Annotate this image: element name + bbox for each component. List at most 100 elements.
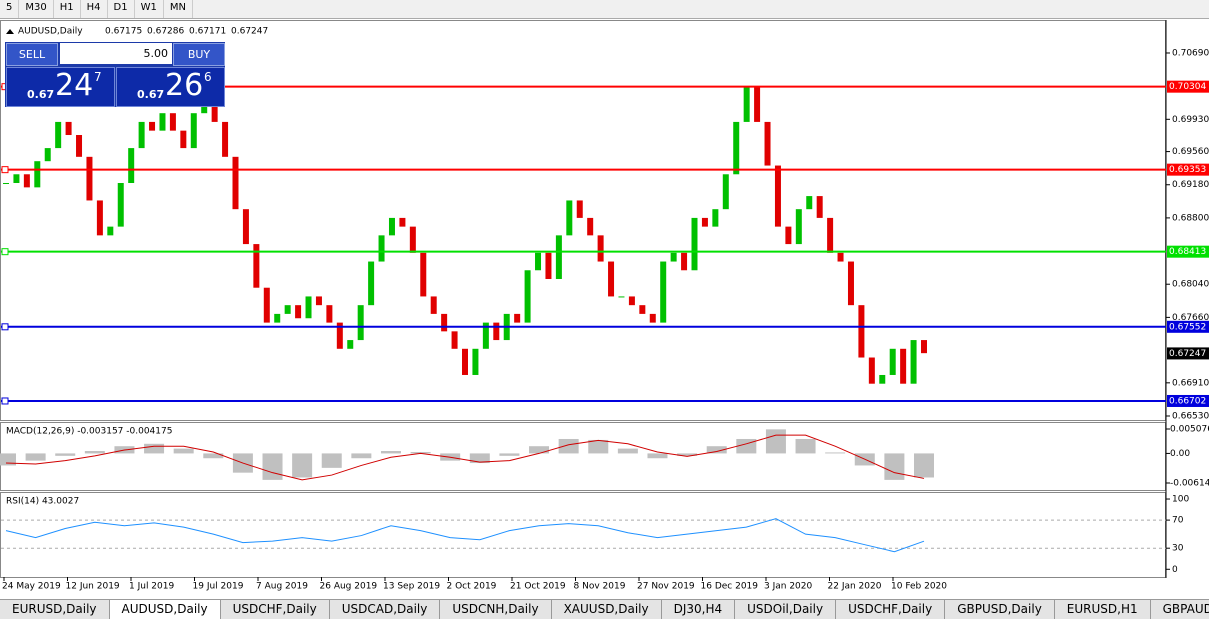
candle <box>190 113 197 149</box>
macd-tick-label: 0.005076 <box>1170 425 1209 435</box>
rsi-line <box>5 518 925 553</box>
candle <box>117 183 124 227</box>
candle <box>149 121 156 131</box>
macd-bar <box>380 451 401 454</box>
collapse-icon <box>6 29 14 34</box>
candle <box>608 261 615 297</box>
chart-tab[interactable]: USDCHF,Daily <box>836 600 946 619</box>
price-tick-label: 0.69930 <box>1172 115 1209 125</box>
timeframe-button[interactable]: MN <box>164 0 193 18</box>
candle <box>13 174 20 184</box>
candle <box>201 104 208 114</box>
candle <box>587 217 594 236</box>
candle <box>253 244 260 288</box>
chart-tab[interactable]: USDCNH,Daily <box>440 600 552 619</box>
macd-bar <box>647 453 668 459</box>
candle <box>827 217 834 253</box>
candle <box>524 270 531 323</box>
rsi-panel <box>0 492 1166 578</box>
candle <box>23 174 30 188</box>
candle <box>420 252 427 297</box>
level-tag <box>1 397 9 405</box>
date-label: 2 Oct 2019 <box>447 582 497 592</box>
bid-quote[interactable]: 0.67 24 7 <box>6 67 115 107</box>
chart-tab[interactable]: GBPAUD,H1 <box>1151 600 1209 619</box>
level-label: 0.67552 <box>1169 322 1206 332</box>
macd-bar <box>55 453 76 456</box>
price-tick-label: 0.68800 <box>1172 213 1209 223</box>
rsi-label: RSI(14) 43.0027 <box>6 497 79 507</box>
macd-bar <box>558 438 579 454</box>
ask-quote[interactable]: 0.67 26 6 <box>116 67 225 107</box>
current-price-bg <box>1167 347 1209 360</box>
ask-main: 26 <box>165 68 204 103</box>
candle <box>368 261 375 306</box>
candle <box>274 313 281 323</box>
candle <box>305 296 312 319</box>
lot-input[interactable]: 5.00 <box>60 43 172 64</box>
timeframe-button[interactable]: H1 <box>54 0 81 18</box>
buy-button[interactable]: BUY <box>173 43 225 66</box>
timeframe-button[interactable]: 5 <box>0 0 20 18</box>
candle <box>879 374 886 384</box>
candle <box>764 121 771 166</box>
macd-bar <box>617 448 638 454</box>
timeframe-button[interactable]: M30 <box>19 0 54 18</box>
candle <box>169 113 176 131</box>
chart-tab[interactable]: GBPUSD,Daily <box>945 600 1055 619</box>
candle <box>555 235 562 279</box>
macd-bar <box>825 452 846 454</box>
candle <box>712 209 719 227</box>
candle <box>295 305 302 319</box>
candle <box>138 121 145 149</box>
candle <box>858 305 865 358</box>
level-label: 0.66702 <box>1169 396 1206 406</box>
candle <box>670 252 677 262</box>
candle <box>681 252 688 271</box>
candle <box>462 348 468 375</box>
candle <box>336 322 343 349</box>
candle <box>733 121 740 175</box>
level-label-bg <box>1167 320 1209 333</box>
candle <box>86 156 93 201</box>
macd-tick-label: 0.00 <box>1170 449 1190 459</box>
timeframe-button[interactable]: D1 <box>108 0 135 18</box>
timeframe-button[interactable]: W1 <box>135 0 164 18</box>
chart-tab[interactable]: DJ30,H4 <box>662 600 736 619</box>
candle <box>837 252 844 262</box>
candle <box>211 104 218 122</box>
macd-bar <box>765 429 786 454</box>
timeframe-button[interactable]: H4 <box>81 0 108 18</box>
chart-tab[interactable]: XAUUSD,Daily <box>552 600 662 619</box>
macd-bar <box>292 453 313 478</box>
candle <box>472 348 479 375</box>
macd-signal <box>5 434 925 481</box>
macd-bar <box>884 453 905 480</box>
chart-tab[interactable]: EURUSD,H1 <box>1055 600 1151 619</box>
chart-tab[interactable]: USDCAD,Daily <box>330 600 441 619</box>
level-label: 0.68413 <box>1169 247 1206 257</box>
chart-tab[interactable]: USDCHF,Daily <box>221 600 330 619</box>
sell-button[interactable]: SELL <box>6 43 58 66</box>
ohlc-value: 0.67171 <box>189 27 226 37</box>
macd-tick-label: -0.006148 <box>1170 478 1209 488</box>
price-tick-label: 0.69560 <box>1172 147 1209 157</box>
candle <box>514 313 521 323</box>
chart-tab[interactable]: USDOil,Daily <box>735 600 837 619</box>
level-tag <box>1 248 9 256</box>
price-tick-label: 0.69180 <box>1172 180 1209 190</box>
date-label: 19 Jul 2019 <box>193 582 244 592</box>
ask-pip: 6 <box>204 70 212 84</box>
candle <box>34 161 41 188</box>
trade-panel: SELL 5.00 BUY 0.67 24 7 0.67 26 6 <box>5 42 225 107</box>
ohlc-value: 0.67247 <box>231 27 268 37</box>
chart-tab[interactable]: AUDUSD,Daily <box>109 600 221 619</box>
level-label-bg <box>1167 394 1209 407</box>
candle <box>128 148 135 184</box>
macd-bar <box>736 438 757 454</box>
chart-tab[interactable]: EURUSD,Daily <box>0 600 110 619</box>
macd-bar <box>144 443 165 454</box>
macd-bar <box>795 438 816 454</box>
candle <box>284 305 291 314</box>
